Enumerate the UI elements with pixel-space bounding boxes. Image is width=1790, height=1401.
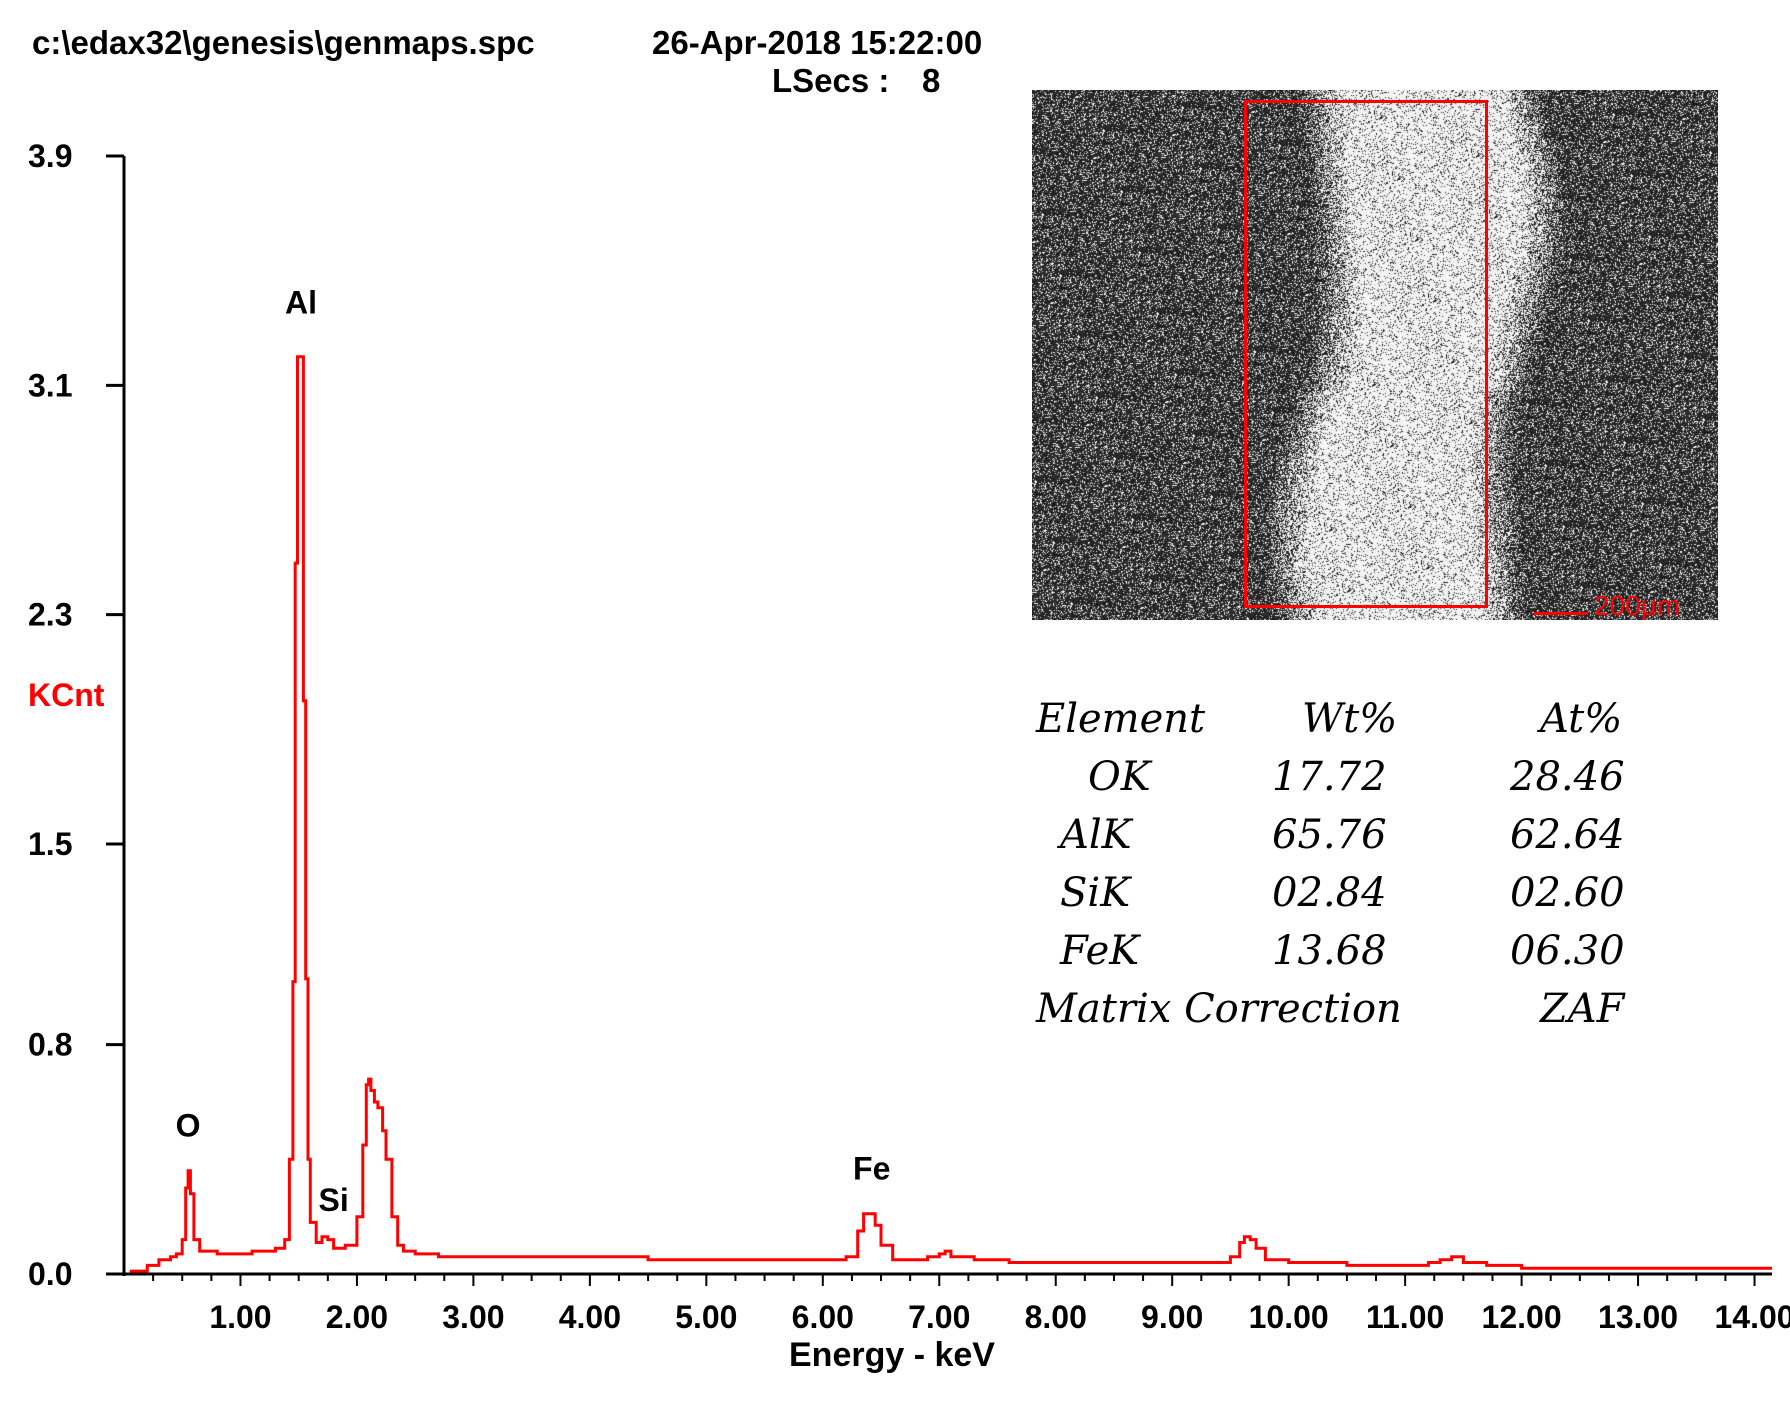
x-tick-label: 5.00	[675, 1299, 737, 1335]
peak-label: O	[176, 1107, 201, 1143]
chart-axes	[122, 156, 1772, 1276]
x-tick-label: 4.00	[559, 1299, 621, 1335]
x-axis-ticks: 1.00 2.00 3.00 4.00 5.00 6.00 7.00 8.00 9.00 10.0…	[152, 1274, 1790, 1335]
col-header-element: Element	[1036, 696, 1206, 742]
x-tick-label: 2.00	[326, 1299, 388, 1335]
peak-labels: O Al Si Fe	[176, 285, 891, 1218]
selection-rectangle	[1244, 100, 1488, 608]
spectrum-line	[129, 355, 1772, 1273]
x-tick-label: 3.00	[442, 1299, 504, 1335]
lsecs-label: LSecs :	[772, 62, 890, 99]
scale-bar	[1534, 612, 1588, 615]
element-map-image: 200μm	[1032, 90, 1718, 620]
row-element: AlK	[1060, 812, 1132, 858]
y-axis-label: KCnt	[28, 677, 105, 713]
x-tick-label: 7.00	[908, 1299, 970, 1335]
x-tick-label: 11.00	[1366, 1299, 1444, 1335]
x-tick-label: 6.00	[792, 1299, 854, 1335]
y-tick-label: 0.0	[28, 1256, 72, 1292]
row-at: 02.60	[1510, 870, 1625, 916]
x-tick-label: 13.00	[1598, 1299, 1678, 1335]
peak-label: Fe	[853, 1150, 890, 1186]
row-wt: 02.84	[1272, 870, 1387, 916]
row-at: 06.30	[1510, 928, 1625, 974]
peak-label: Si	[319, 1182, 349, 1218]
row-element: OK	[1088, 754, 1151, 800]
col-header-at: At%	[1540, 696, 1623, 742]
peak-label: Al	[285, 285, 317, 321]
x-tick-label: 10.00	[1249, 1299, 1329, 1335]
matrix-correction-label: Matrix Correction	[1036, 986, 1402, 1032]
row-at: 62.64	[1510, 812, 1625, 858]
row-wt: 13.68	[1272, 928, 1387, 974]
y-axis-ticks: 0.0 0.8 1.5 2.3 3.1 3.9	[28, 138, 124, 1292]
row-at: 28.46	[1510, 754, 1625, 800]
y-tick-label: 0.8	[28, 1027, 72, 1063]
acquisition-datetime: 26-Apr-2018 15:22:00	[652, 24, 983, 61]
col-header-wt: Wt%	[1302, 696, 1398, 742]
row-wt: 17.72	[1272, 754, 1387, 800]
y-tick-label: 2.3	[28, 597, 72, 633]
lsecs-value: 8	[922, 62, 941, 99]
x-tick-label: 14.00	[1714, 1299, 1790, 1335]
row-element: SiK	[1060, 870, 1131, 916]
map-texture	[1032, 90, 1718, 620]
x-tick-label: 8.00	[1025, 1299, 1087, 1335]
matrix-correction-value: ZAF	[1540, 986, 1625, 1032]
x-tick-label: 9.00	[1141, 1299, 1203, 1335]
x-tick-label: 1.00	[209, 1299, 271, 1335]
x-axis-label: Energy - keV	[789, 1336, 995, 1374]
y-tick-label: 1.5	[28, 826, 72, 862]
x-tick-label: 12.00	[1482, 1299, 1562, 1335]
scale-bar-label: 200μm	[1594, 590, 1681, 620]
file-path: c:\edax32\genesis\genmaps.spc	[32, 24, 535, 61]
row-wt: 65.76	[1272, 812, 1387, 858]
y-tick-label: 3.9	[28, 138, 72, 174]
y-tick-label: 3.1	[28, 367, 72, 403]
row-element: FeK	[1060, 928, 1140, 974]
